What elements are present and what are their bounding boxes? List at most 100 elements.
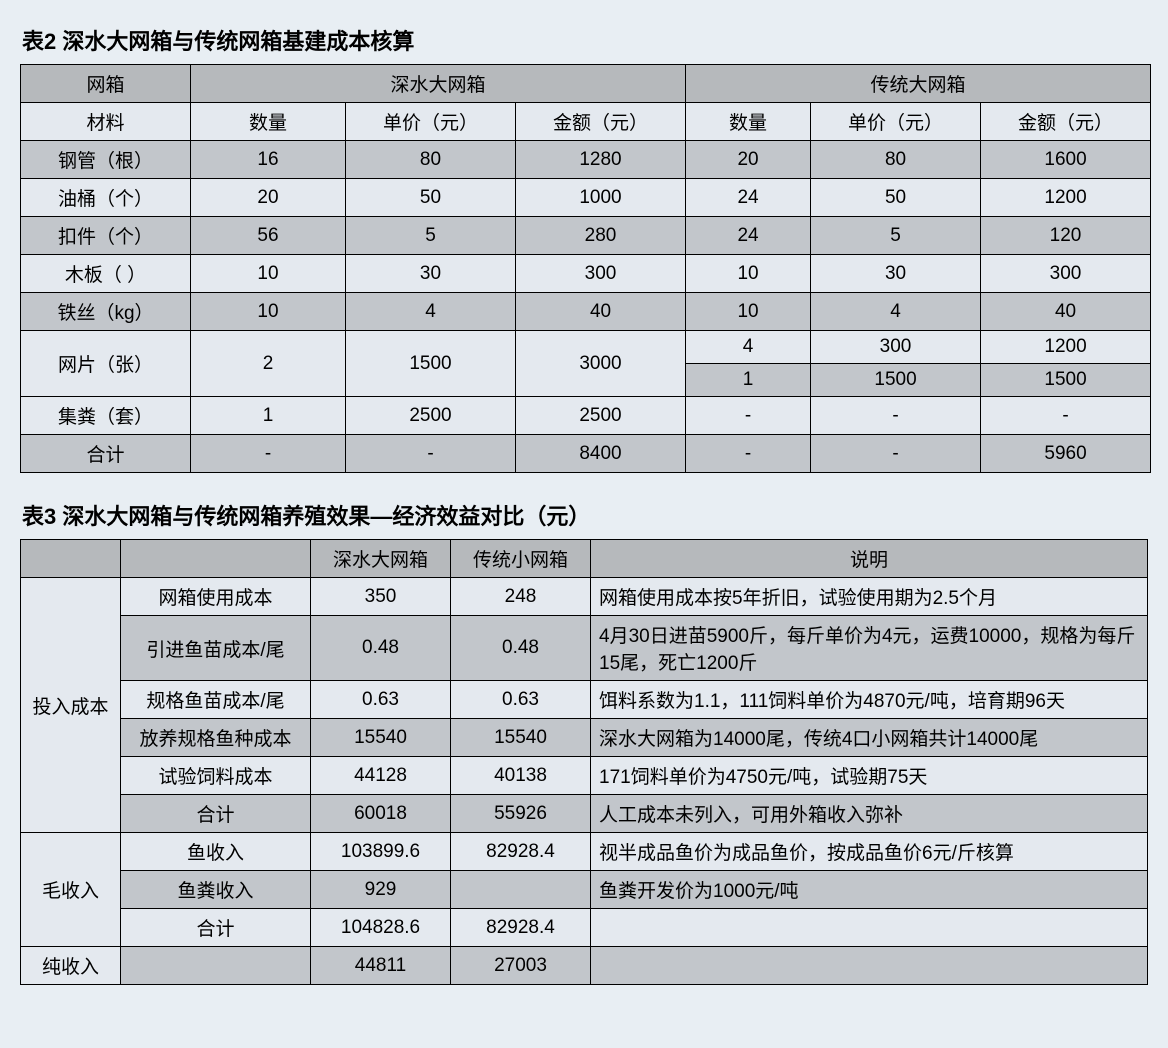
t2-cell: 80: [346, 141, 516, 179]
t2-cell: 8400: [516, 435, 686, 473]
t3-cell: 视半成品鱼价为成品鱼价，按成品鱼价6元/斤核算: [591, 833, 1148, 871]
t2-cell: 集粪（套）: [21, 397, 191, 435]
t2-cell: 30: [346, 255, 516, 293]
t3-cell: 饵料系数为1.1，111饲料单价为4870元/吨，培育期96天: [591, 681, 1148, 719]
t2-cell: 50: [346, 179, 516, 217]
t3-cell: 网箱使用成本按5年折旧，试验使用期为2.5个月: [591, 578, 1148, 616]
table-row: 放养规格鱼种成本 15540 15540 深水大网箱为14000尾，传统4口小网…: [21, 719, 1148, 757]
t2-cell: -: [686, 435, 811, 473]
t3-cell: 合计: [121, 909, 311, 947]
t2-cell: 1600: [981, 141, 1151, 179]
t3-sec-cost: 投入成本: [21, 578, 121, 833]
t3-cell: 929: [311, 871, 451, 909]
t3-cell: 合计: [121, 795, 311, 833]
table-row: 投入成本 网箱使用成本 350 248 网箱使用成本按5年折旧，试验使用期为2.…: [21, 578, 1148, 616]
t2-cell: -: [686, 397, 811, 435]
t3-cell: 27003: [451, 947, 591, 985]
t2-cell: 油桶（个）: [21, 179, 191, 217]
t3-cell: 15540: [451, 719, 591, 757]
t2-cell: 2500: [346, 397, 516, 435]
t3-cell: 0.48: [311, 616, 451, 681]
t2-cell: 1500: [981, 364, 1151, 397]
t3-cell: 44128: [311, 757, 451, 795]
t2-cell: 1200: [981, 331, 1151, 364]
t3-cell: 104828.6: [311, 909, 451, 947]
t2-h-box: 网箱: [21, 65, 191, 103]
t2-cell: -: [811, 435, 981, 473]
t2-cell: -: [811, 397, 981, 435]
t2-cell: 10: [191, 255, 346, 293]
t3-cell: 引进鱼苗成本/尾: [121, 616, 311, 681]
t2-cell: 2: [191, 331, 346, 397]
t3-h-trad: 传统小网箱: [451, 540, 591, 578]
t3-h-deep: 深水大网箱: [311, 540, 451, 578]
t3-cell: 0.48: [451, 616, 591, 681]
t2-h-price-t: 单价（元）: [811, 103, 981, 141]
t3-cell: 40138: [451, 757, 591, 795]
t2-cell: 40: [516, 293, 686, 331]
t3-cell: 深水大网箱为14000尾，传统4口小网箱共计14000尾: [591, 719, 1148, 757]
table-row: 合计 60018 55926 人工成本未列入，可用外箱收入弥补: [21, 795, 1148, 833]
t3-cell: 试验饲料成本: [121, 757, 311, 795]
t2-cell: 24: [686, 217, 811, 255]
t3-cell: 248: [451, 578, 591, 616]
t3-cell: 82928.4: [451, 909, 591, 947]
t3-cell: [591, 947, 1148, 985]
table3: 深水大网箱 传统小网箱 说明 投入成本 网箱使用成本 350 248 网箱使用成…: [20, 539, 1148, 985]
t2-h-trad: 传统大网箱: [686, 65, 1151, 103]
t3-cell: [451, 871, 591, 909]
t3-cell: 网箱使用成本: [121, 578, 311, 616]
table-row: 网片（张） 2 1500 3000 4 300 1200: [21, 331, 1151, 364]
t2-cell: 280: [516, 217, 686, 255]
table2-title: 表2 深水大网箱与传统网箱基建成本核算: [22, 24, 1148, 56]
t2-cell: 1500: [346, 331, 516, 397]
t2-cell: 木板（ ）: [21, 255, 191, 293]
t2-h-deep: 深水大网箱: [191, 65, 686, 103]
table-row: 铁丝（kg） 10 4 40 10 4 40: [21, 293, 1151, 331]
t3-cell: 放养规格鱼种成本: [121, 719, 311, 757]
table-row: 钢管（根） 16 80 1280 20 80 1600: [21, 141, 1151, 179]
t2-cell: 10: [686, 255, 811, 293]
table-row: 集粪（套） 1 2500 2500 - - -: [21, 397, 1151, 435]
t3-h-blank2: [121, 540, 311, 578]
t3-cell: 350: [311, 578, 451, 616]
t3-cell: 鱼粪开发价为1000元/吨: [591, 871, 1148, 909]
t2-cell: 80: [811, 141, 981, 179]
t2-cell: 1000: [516, 179, 686, 217]
t2-cell: 300: [516, 255, 686, 293]
table-row: 鱼粪收入 929 鱼粪开发价为1000元/吨: [21, 871, 1148, 909]
t2-cell: 网片（张）: [21, 331, 191, 397]
t3-cell: 44811: [311, 947, 451, 985]
t2-cell: 300: [981, 255, 1151, 293]
t2-cell: 300: [811, 331, 981, 364]
t3-cell: 0.63: [311, 681, 451, 719]
t3-cell: 60018: [311, 795, 451, 833]
t2-cell: 5: [811, 217, 981, 255]
t2-cell: 24: [686, 179, 811, 217]
t3-h-desc: 说明: [591, 540, 1148, 578]
t2-h-mat: 材料: [21, 103, 191, 141]
t2-cell: 4: [811, 293, 981, 331]
t2-cell: 5: [346, 217, 516, 255]
t2-h-qty-d: 数量: [191, 103, 346, 141]
t3-cell: 55926: [451, 795, 591, 833]
t3-sec-gross: 毛收入: [21, 833, 121, 947]
t2-cell: 铁丝（kg）: [21, 293, 191, 331]
t3-cell: 103899.6: [311, 833, 451, 871]
t2-cell: 扣件（个）: [21, 217, 191, 255]
t2-cell: -: [981, 397, 1151, 435]
t2-cell: -: [346, 435, 516, 473]
t3-cell: 171饲料单价为4750元/吨，试验期75天: [591, 757, 1148, 795]
t3-cell: [591, 909, 1148, 947]
t2-cell: 56: [191, 217, 346, 255]
t3-cell: 0.63: [451, 681, 591, 719]
table3-title: 表3 深水大网箱与传统网箱养殖效果—经济效益对比（元）: [22, 499, 1148, 531]
table-row: 油桶（个） 20 50 1000 24 50 1200: [21, 179, 1151, 217]
t3-h-blank1: [21, 540, 121, 578]
table-row: 纯收入 44811 27003: [21, 947, 1148, 985]
t2-cell: 5960: [981, 435, 1151, 473]
t2-h-amt-t: 金额（元）: [981, 103, 1151, 141]
t3-cell: 鱼粪收入: [121, 871, 311, 909]
t2-h-price-d: 单价（元）: [346, 103, 516, 141]
table-row: 木板（ ） 10 30 300 10 30 300: [21, 255, 1151, 293]
